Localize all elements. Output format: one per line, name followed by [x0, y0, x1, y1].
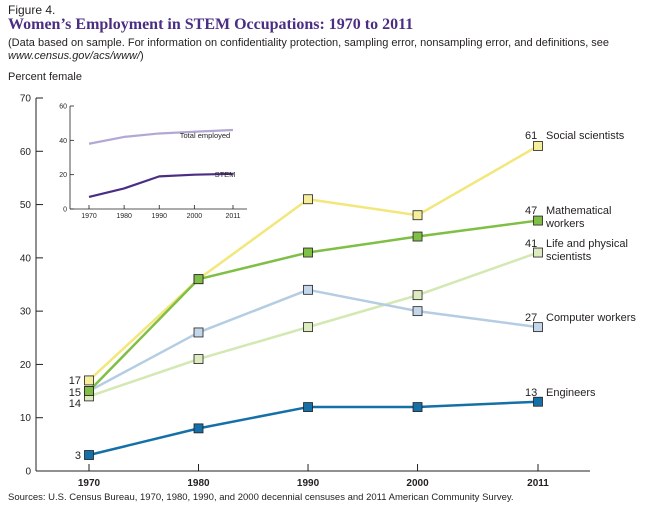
data-point-computer-workers — [533, 322, 543, 333]
series-line-computer-workers — [88, 288, 539, 393]
y-tick-label: 0 — [25, 467, 31, 478]
data-point-social-scientists — [412, 210, 423, 221]
data-point-life-and-physical-scientists — [533, 247, 543, 258]
end-value-computer-workers: 27 — [525, 312, 537, 324]
y-tick-label: 70 — [20, 94, 32, 105]
data-point-social-scientists — [303, 194, 313, 205]
y-tick-label: 30 — [20, 307, 32, 318]
data-point-social-scientists — [84, 375, 94, 386]
data-point-engineers — [533, 396, 543, 407]
data-point-engineers — [84, 450, 94, 460]
x-tick-label: 2000 — [406, 478, 429, 489]
inset-x-tick-label: 2000 — [187, 213, 203, 220]
y-axis-label: Percent female — [8, 71, 82, 83]
start-value-social-scientists: 17 — [69, 375, 81, 387]
data-point-computer-workers — [303, 284, 313, 295]
inset-series-label-stem: STEM — [215, 170, 236, 179]
main-series-labels: 61 Social scientists 47 Mathematicalworkers… — [69, 130, 637, 462]
data-point-mathematical-workers — [193, 274, 204, 285]
inset-x-tick-label: 1980 — [116, 213, 132, 220]
main-series-markers — [84, 141, 543, 460]
data-point-social-scientists — [533, 141, 543, 151]
chart-title: Women’s Employment in STEM Occupations: … — [8, 16, 414, 33]
start-value-engineers: 3 — [75, 450, 81, 462]
end-value-engineers: 13 — [525, 387, 537, 399]
inset-x-tick-label: 1990 — [151, 213, 167, 220]
data-point-life-and-physical-scientists — [303, 322, 313, 333]
inset-chart: 0 20 40 60 1970 1980 1990 2000 2011 Total employe… — [59, 98, 251, 222]
x-tick-label: 2011 — [527, 478, 549, 489]
end-value-life-and-physical-scientists: 41 — [525, 238, 537, 250]
y-tick-label: 40 — [20, 253, 32, 264]
data-point-engineers — [303, 402, 313, 412]
end-value-mathematical-workers: 47 — [525, 205, 537, 217]
inset-y-tick-label: 40 — [59, 138, 67, 145]
data-point-mathematical-workers — [84, 386, 94, 396]
start-value-computer-workers: 15 — [69, 387, 81, 399]
data-point-computer-workers — [412, 306, 423, 317]
series-name-life-and-physical-scientists: Life and physical — [546, 238, 628, 250]
data-point-computer-workers — [193, 327, 204, 338]
figure-label: Figure 4. — [8, 3, 56, 17]
series-name-life-and-physical-scientists: scientists — [546, 251, 592, 263]
data-point-life-and-physical-scientists — [412, 290, 423, 301]
series-name-mathematical-workers: Mathematical — [546, 205, 611, 217]
series-name-mathematical-workers: workers — [545, 218, 585, 230]
note-url: www.census.gov/acs/www/ — [8, 50, 141, 62]
series-name-computer-workers: Computer workers — [546, 312, 636, 324]
note-prefix: (Data based on sample. For information o… — [8, 37, 610, 49]
y-tick-label: 50 — [20, 200, 32, 211]
inset-line-total-employed — [88, 128, 234, 145]
inset-line-stem — [88, 172, 234, 199]
inset-y-tick-label: 60 — [59, 104, 67, 111]
series-line-engineers — [88, 400, 539, 457]
x-tick-label: 1970 — [78, 478, 101, 489]
series-line-mathematical-workers — [88, 219, 539, 392]
y-tick-label: 60 — [20, 147, 32, 158]
data-point-mathematical-workers — [533, 215, 543, 226]
data-point-life-and-physical-scientists — [193, 354, 204, 365]
data-point-mathematical-workers — [303, 247, 313, 258]
note-suffix: ) — [140, 50, 144, 62]
inset-x-tick-label: 1970 — [81, 213, 97, 220]
y-tick-label: 20 — [20, 360, 32, 371]
inset-background — [59, 98, 251, 222]
inset-series-label-total-employed: Total employed — [180, 131, 230, 140]
data-note: (Data based on sample. For information o… — [8, 37, 644, 63]
x-tick-label: 1980 — [187, 478, 210, 489]
inset-y-tick-label: 20 — [59, 172, 67, 179]
y-tick-label: 10 — [20, 413, 32, 424]
start-value-life-and-physical-scientists: 14 — [69, 398, 81, 410]
inset-x-tick-label: 2011 — [225, 213, 240, 220]
source-note: Sources: U.S. Census Bureau, 1970, 1980,… — [8, 492, 514, 503]
series-name-engineers: Engineers — [546, 387, 596, 399]
series-line-life-and-physical-scientists — [88, 251, 539, 398]
end-value-social-scientists: 61 — [525, 130, 537, 142]
series-name-social-scientists: Social scientists — [546, 130, 625, 142]
data-point-mathematical-workers — [412, 231, 423, 242]
data-point-engineers — [193, 423, 204, 434]
data-point-engineers — [412, 402, 423, 412]
x-tick-label: 1990 — [297, 478, 320, 489]
inset-y-tick-label: 0 — [63, 207, 67, 214]
